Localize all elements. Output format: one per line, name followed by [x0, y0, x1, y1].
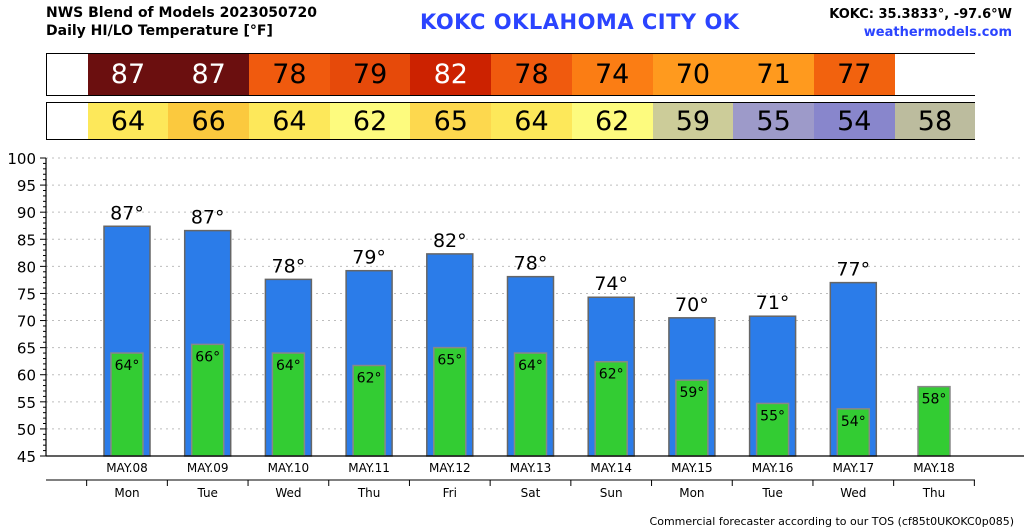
x-date-label: MAY.08 — [106, 461, 148, 475]
high-temp-cell: 71 — [733, 54, 814, 95]
x-day-label: Tue — [761, 486, 783, 500]
low-label: 59° — [679, 385, 704, 401]
x-date-label: MAY.13 — [510, 461, 552, 475]
x-day-label: Mon — [679, 486, 704, 500]
chart-subtitle: Daily HI/LO Temperature [°F] — [46, 23, 273, 39]
low-bar — [917, 385, 951, 457]
high-temp-cell: 70 — [652, 54, 734, 95]
low-temp-cell: 62 — [329, 103, 411, 139]
low-bar — [675, 379, 709, 457]
y-tick-label: 85 — [17, 231, 36, 249]
high-temp-cell: 74 — [571, 54, 653, 95]
low-label: 64° — [115, 358, 140, 374]
x-date-label: MAY.18 — [913, 461, 955, 475]
low-label: 62° — [357, 371, 382, 387]
low-label: 62° — [599, 367, 624, 383]
high-temp-cell: 87 — [168, 54, 250, 95]
axes: 45 50 55 60 65 70 75 80 85 90 95 100 MAY.08 Mon MAY.09… — [7, 150, 1024, 500]
low-bar — [513, 352, 548, 457]
x-day-label: Fri — [443, 486, 457, 500]
x-day-label: Wed — [840, 486, 866, 500]
low-bar — [433, 346, 467, 457]
high-label: 87° — [110, 202, 144, 224]
high-temp-row: 87 87 78 79 82 78 74 70 71 77 — [46, 53, 976, 96]
high-label: 78° — [272, 255, 306, 277]
high-label: 77° — [836, 259, 870, 281]
high-label: 74° — [594, 273, 628, 295]
y-tick-label: 95 — [17, 177, 36, 195]
x-day-label: Sat — [521, 486, 541, 500]
low-temp-cell: 58 — [894, 103, 976, 139]
y-tick-label: 60 — [17, 367, 36, 385]
y-tick-label: 45 — [17, 448, 36, 466]
high-label: 70° — [675, 294, 709, 316]
low-temp-cell: 54 — [813, 103, 895, 139]
high-label: 87° — [191, 207, 225, 229]
low-temp-cell: 62 — [571, 103, 653, 139]
low-temp-row: 64 66 64 62 65 64 62 59 55 54 58 — [46, 102, 976, 140]
low-label: 64° — [276, 358, 301, 374]
x-day-label: Wed — [275, 486, 301, 500]
high-label: 71° — [756, 292, 790, 314]
y-tick-label: 55 — [17, 394, 36, 412]
bars: 87° 64° 87° 66° 78° 64° 79° 62° 82° 65° 78° 64° 74° 6… — [103, 202, 951, 457]
x-day-label: Thu — [357, 486, 381, 500]
high-temp-cell: 87 — [87, 54, 169, 95]
x-date-label: MAY.17 — [832, 461, 874, 475]
high-temp-cell: 78 — [249, 54, 330, 95]
chart-title: NWS Blend of Models 2023050720 — [46, 5, 318, 21]
low-bar — [594, 360, 628, 457]
x-date-label: MAY.12 — [429, 461, 471, 475]
high-label: 79° — [352, 247, 386, 269]
low-bar — [755, 402, 790, 457]
x-day-label: Sun — [600, 486, 623, 500]
y-tick-label: 65 — [17, 340, 36, 358]
low-bar — [271, 352, 306, 457]
y-tick-label: 80 — [17, 258, 36, 276]
low-temp-cell: 59 — [652, 103, 734, 139]
high-temp-cell — [894, 54, 976, 95]
low-label: 54° — [841, 414, 866, 430]
low-label: 55° — [760, 408, 785, 424]
x-date-label: MAY.10 — [268, 461, 310, 475]
y-tick-label: 90 — [17, 204, 36, 222]
low-label: 64° — [518, 358, 543, 374]
high-label: 78° — [514, 253, 548, 275]
x-date-label: MAY.14 — [590, 461, 632, 475]
low-temp-cell: 55 — [733, 103, 814, 139]
y-tick-label: 70 — [17, 313, 36, 331]
low-temp-cell: 64 — [491, 103, 572, 139]
high-temp-cell: 82 — [410, 54, 492, 95]
y-tick-label: 50 — [17, 421, 36, 439]
site-link[interactable]: weathermodels.com — [863, 25, 1012, 40]
x-date-label: MAY.15 — [671, 461, 713, 475]
low-label: 65° — [437, 353, 462, 369]
low-label: 66° — [195, 349, 220, 365]
low-temp-cell: 65 — [410, 103, 492, 139]
x-date-label: MAY.09 — [187, 461, 229, 475]
station-coords: KOKC: 35.3833°, -97.6°W — [829, 7, 1012, 22]
low-temp-cell: 64 — [249, 103, 330, 139]
y-tick-label: 75 — [17, 285, 36, 303]
x-day-label: Tue — [196, 486, 218, 500]
x-date-label: MAY.11 — [348, 461, 390, 475]
low-temp-cell: 66 — [168, 103, 250, 139]
footer-note: Commercial forecaster according to our T… — [649, 515, 1014, 528]
high-temp-cell: 77 — [813, 54, 895, 95]
x-day-label: Mon — [114, 486, 139, 500]
x-date-label: MAY.16 — [752, 461, 794, 475]
low-temp-cell: 64 — [87, 103, 169, 139]
y-tick-label: 100 — [7, 150, 36, 168]
low-bar — [110, 352, 144, 457]
x-day-label: Thu — [922, 486, 946, 500]
high-temp-cell: 78 — [491, 54, 572, 95]
station-title: KOKC OKLAHOMA CITY OK — [420, 10, 740, 34]
high-temp-cell: 79 — [329, 54, 411, 95]
high-label: 82° — [433, 230, 467, 252]
low-label: 58° — [922, 392, 947, 408]
